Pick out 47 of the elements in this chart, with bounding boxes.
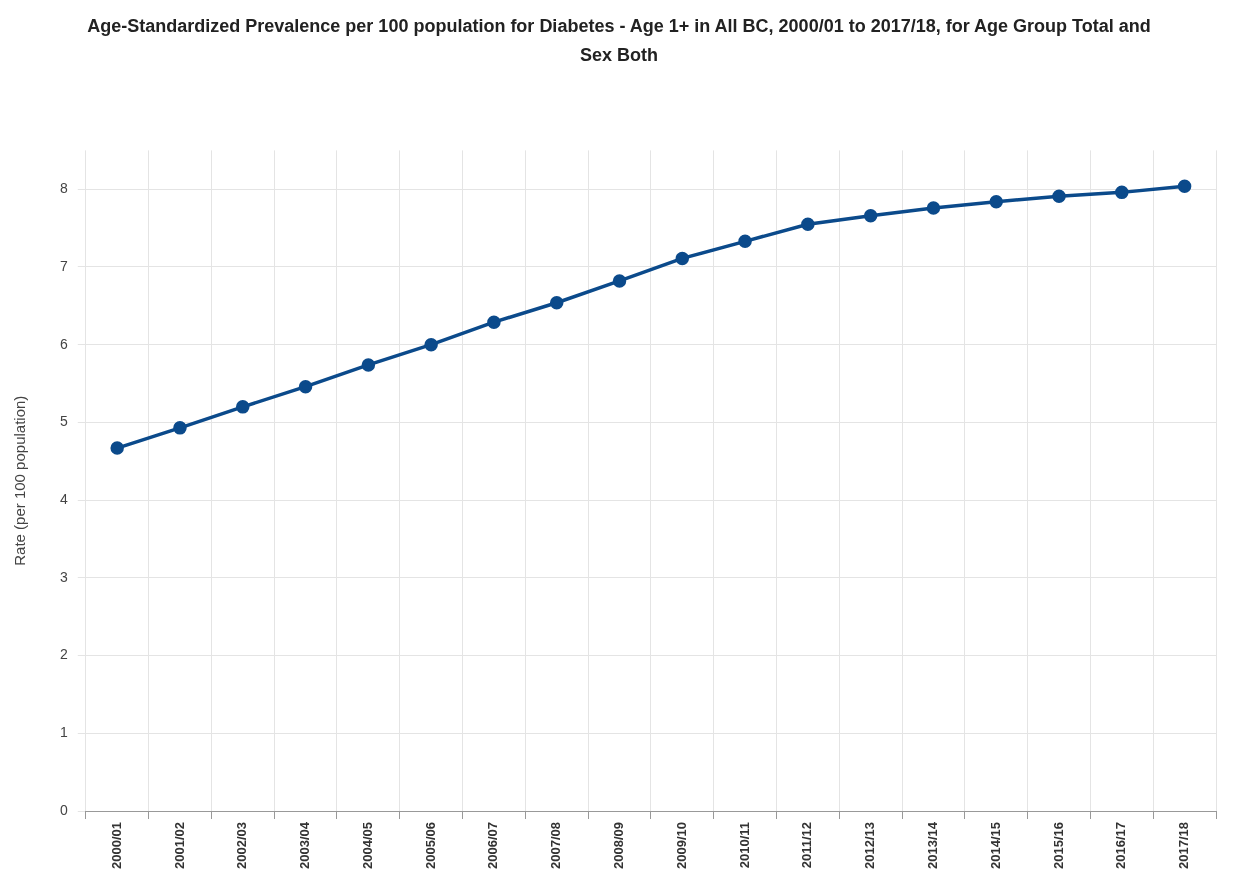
point [1052, 189, 1066, 203]
x-tick-label: 2010/11 [736, 822, 752, 869]
x-tick-label: 2004/05 [359, 822, 375, 870]
point [1177, 179, 1192, 193]
y-tick-label: 6 [59, 335, 68, 352]
x-tick-label: 2016/17 [1113, 822, 1129, 870]
point [110, 441, 124, 455]
point [236, 400, 250, 414]
point [863, 208, 878, 223]
x-tick-label: 2008/09 [611, 822, 627, 870]
point [612, 274, 627, 288]
point [487, 315, 501, 329]
point [738, 234, 752, 249]
point [989, 194, 1003, 209]
x-tick-label: 2000/01 [108, 822, 124, 870]
x-tick-label: 2013/14 [925, 821, 941, 870]
y-tick-label: 1 [59, 724, 68, 741]
y-tick-label: 8 [59, 180, 68, 197]
x-tick-label: 2003/04 [297, 821, 313, 870]
point [1115, 185, 1129, 200]
point [926, 201, 941, 215]
y-tick-label: 4 [59, 490, 68, 507]
y-tick-label: 7 [59, 257, 68, 274]
point [549, 295, 564, 310]
x-tick-label: 2001/02 [171, 822, 187, 870]
x-tick-label: 2002/03 [234, 822, 250, 870]
y-tick-label: 3 [59, 568, 68, 585]
x-tick-label: 2012/13 [862, 822, 878, 870]
x-tick-label: 2005/06 [422, 822, 438, 870]
point [298, 379, 313, 394]
y-tick-label: 0 [59, 801, 68, 818]
chart-title: Age-Standardized Prevalence per 100 population for Diabetes - Age 1+ in All BC, 2000/01 to 2017/18, for Age Group Total and Sex Both [86, 15, 1152, 67]
x-tick-label: 2009/10 [673, 822, 689, 870]
x-tick-label: 2017/18 [1176, 822, 1192, 870]
point [801, 217, 815, 231]
x-tick-label: 2014/15 [987, 822, 1003, 870]
x-tick-label: 2006/07 [485, 822, 501, 870]
x-tick-label: 2015/16 [1050, 822, 1066, 870]
point [361, 358, 376, 372]
y-axis-title: Rate (per 100 population) [11, 395, 29, 566]
y-tick-label: 2 [59, 646, 68, 663]
x-tick-label: 2011/12 [799, 822, 815, 869]
point [173, 421, 187, 435]
x-tick-label: 2007/08 [548, 822, 564, 870]
point [675, 251, 690, 266]
y-tick-label: 5 [59, 413, 68, 430]
point [424, 337, 438, 352]
